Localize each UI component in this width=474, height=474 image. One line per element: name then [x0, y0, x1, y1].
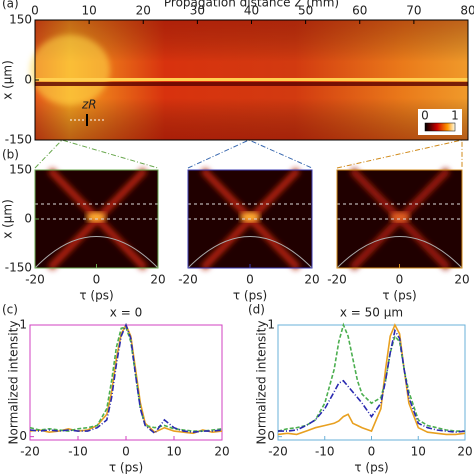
series-line: [277, 323, 466, 436]
x-tick-label: 40: [244, 4, 259, 18]
x-tick-label: 10: [81, 4, 96, 18]
series-line: [277, 322, 465, 432]
series-line: [29, 326, 223, 432]
x-tick-label: -10: [68, 445, 88, 459]
x-tick-label: 0: [93, 273, 101, 287]
x-axis-label: τ (ps): [382, 289, 416, 303]
y-axis-label: x (μm): [1, 60, 15, 100]
colorbar-tick-label: 1: [451, 109, 459, 123]
x-tick-label: 10: [411, 445, 426, 459]
x-tick-label: -10: [315, 445, 335, 459]
colorbar: [424, 122, 456, 132]
x-axis-label: τ (ps): [79, 289, 113, 303]
x-axis-label: Propagation distance Z (mm): [164, 0, 339, 10]
y-axis-label: x (μm): [1, 199, 15, 239]
axes-frame: [29, 324, 223, 441]
x-tick-label: 0: [368, 445, 376, 459]
heatmap-image: [30, 20, 468, 140]
x-tick-label: 0: [31, 4, 39, 18]
series-line: [278, 328, 466, 434]
x-tick-label: 70: [406, 4, 421, 18]
panel-title: x = 0: [110, 306, 142, 320]
x-tick-label: 20: [214, 445, 229, 459]
x-tick-label: 80: [460, 4, 474, 18]
heatmap-image: [34, 167, 463, 271]
x-axis-label: τ (ps): [233, 289, 267, 303]
x-tick-label: 20: [150, 273, 165, 287]
y-tick-label: 1: [19, 318, 27, 332]
y-axis-label: Normalized intensity: [255, 321, 269, 445]
x-tick-label: 0: [246, 273, 254, 287]
y-tick-label: 0: [24, 73, 32, 87]
y-tick-label: -150: [5, 133, 32, 147]
x-tick-label: 20: [304, 273, 319, 287]
x-axis-label: τ (ps): [354, 461, 388, 474]
x-tick-label: -20: [178, 273, 198, 287]
x-axis-label: τ (ps): [109, 461, 143, 474]
panel-label: (c): [2, 303, 18, 317]
panel-label: (d): [248, 303, 265, 317]
y-tick-label: 1: [267, 318, 275, 332]
x-tick-label: -20: [25, 273, 45, 287]
x-tick-label: 20: [457, 445, 472, 459]
series-line: [29, 323, 223, 435]
y-tick-label: 0: [267, 429, 275, 443]
y-tick-label: 0: [24, 212, 32, 226]
x-tick-label: 30: [190, 4, 205, 18]
x-tick-label: 0: [122, 445, 130, 459]
x-tick-label: -20: [327, 273, 347, 287]
y-tick-label: 0: [19, 429, 27, 443]
connector: [34, 139, 463, 169]
panel-label: (b): [2, 148, 19, 162]
y-axis-label: Normalized intensity: [7, 321, 21, 445]
x-tick-label: 20: [136, 4, 151, 18]
x-tick-label: -20: [20, 445, 40, 459]
y-tick-label: 150: [9, 163, 32, 177]
x-tick-label: -20: [268, 445, 288, 459]
x-tick-label: 0: [396, 273, 404, 287]
x-tick-label: 10: [166, 445, 181, 459]
series-line: [29, 322, 223, 435]
y-tick-label: -150: [5, 261, 32, 275]
panel-label: (a): [2, 0, 19, 11]
y-tick-label: 150: [9, 13, 32, 27]
x-tick-label: 50: [298, 4, 313, 18]
colorbar-tick-label: 0: [421, 109, 429, 123]
panel-title: x = 50 μm: [340, 306, 403, 320]
axes-frame: [277, 324, 466, 441]
x-tick-label: 60: [352, 4, 367, 18]
annotation: zR: [81, 98, 97, 112]
x-tick-label: 20: [454, 273, 469, 287]
